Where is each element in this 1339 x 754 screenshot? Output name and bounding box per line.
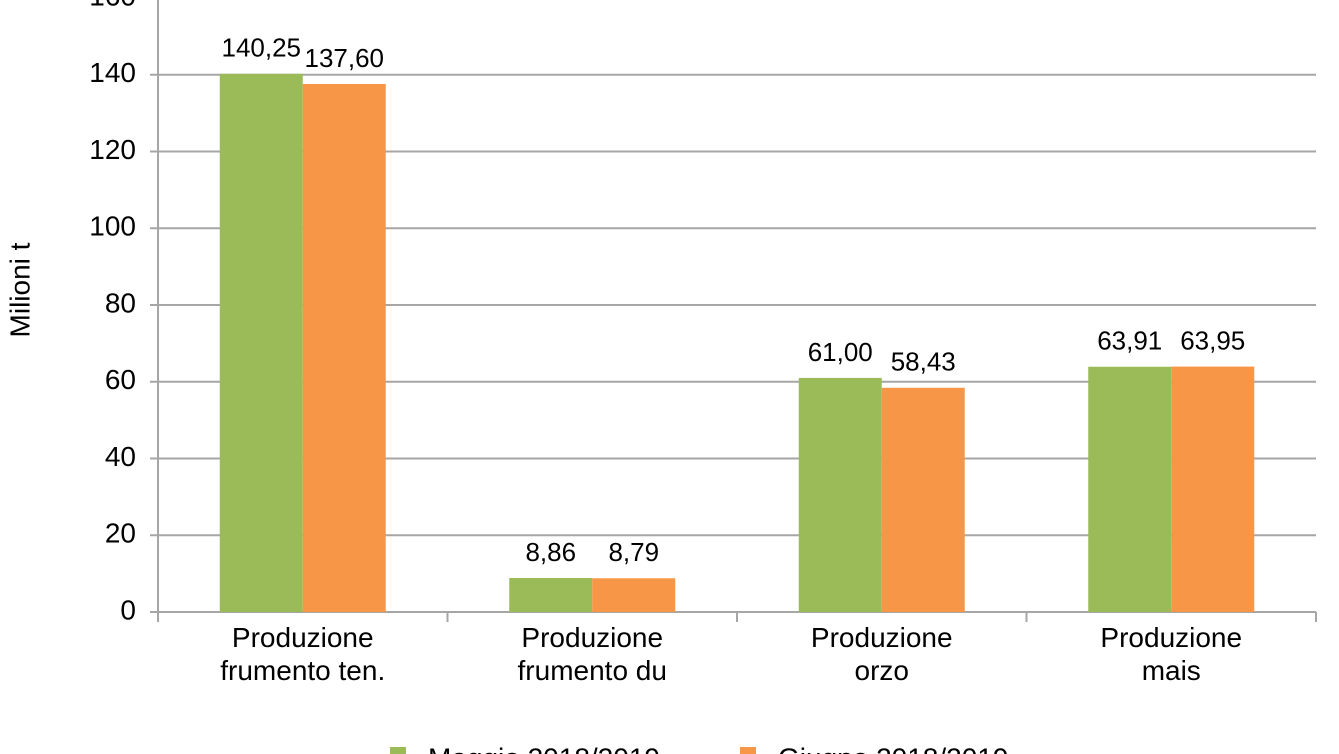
- bar: [798, 377, 882, 612]
- value-label: 8,79: [608, 537, 659, 567]
- bar: [302, 83, 386, 612]
- y-tick-label: 80: [105, 287, 136, 318]
- y-tick-label: 40: [105, 441, 136, 472]
- y-tick-label: 100: [89, 211, 136, 242]
- x-tick-label: Produzione frumento du: [518, 622, 667, 686]
- y-tick-label: 160: [89, 0, 136, 11]
- x-tick-label: Produzione mais: [1100, 622, 1242, 686]
- bar: [881, 387, 965, 612]
- legend-label: Giugno 2018/2019: [778, 742, 1008, 754]
- legend-swatch: [390, 747, 406, 754]
- y-tick-label: 140: [89, 57, 136, 88]
- x-tick-label: Produzione orzo: [811, 622, 953, 686]
- y-tick-label: 60: [105, 364, 136, 395]
- value-label: 137,60: [304, 43, 384, 73]
- value-label: 8,86: [525, 537, 576, 567]
- y-axis-title: Milioni t: [4, 242, 35, 337]
- bar: [1088, 366, 1172, 612]
- bar: [219, 73, 303, 612]
- legend-swatch: [740, 747, 756, 754]
- value-label: 61,00: [808, 337, 873, 367]
- value-label: 63,95: [1180, 325, 1245, 355]
- y-tick-label: 20: [105, 518, 136, 549]
- value-label: 63,91: [1097, 326, 1162, 356]
- value-label: 58,43: [891, 347, 956, 377]
- y-tick-label: 0: [120, 594, 136, 625]
- x-tick-label: Produzione frumento ten.: [220, 622, 385, 686]
- legend-label: Maggio 2018/2019: [428, 742, 660, 754]
- bar: [592, 578, 676, 612]
- y-tick-label: 120: [89, 134, 136, 165]
- value-label: 140,25: [221, 33, 301, 63]
- bar: [1171, 366, 1255, 612]
- bar: [509, 577, 593, 612]
